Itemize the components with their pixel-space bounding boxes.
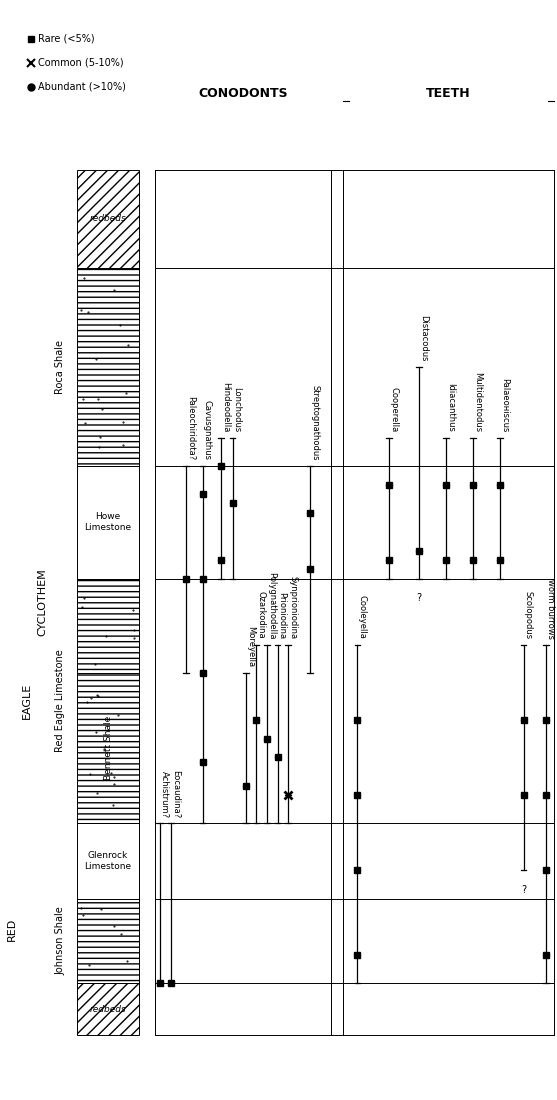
Text: worm burrows: worm burrows: [546, 579, 555, 639]
Text: Paleochiridota?: Paleochiridota?: [185, 396, 195, 461]
Text: Rare (<5%): Rare (<5%): [38, 33, 95, 44]
Bar: [77, 466, 139, 579]
Text: Roca Shale: Roca Shale: [55, 340, 65, 394]
Text: Streptognathodus: Streptognathodus: [310, 385, 319, 461]
Text: Ozarkodina: Ozarkodina: [256, 592, 265, 639]
Text: Polygnathodella: Polygnathodella: [267, 572, 276, 639]
Bar: [77, 268, 139, 466]
Text: Hindeodella: Hindeodella: [221, 382, 230, 432]
Text: Prioniodina: Prioniodina: [277, 592, 286, 639]
Text: Johnson Shale: Johnson Shale: [55, 906, 65, 976]
Text: Howe
Limestone: Howe Limestone: [85, 513, 131, 532]
Bar: [77, 169, 139, 268]
Bar: [77, 983, 139, 1035]
Text: Distacodus: Distacodus: [419, 315, 428, 362]
Text: RED: RED: [7, 917, 17, 940]
Text: CONODONTS: CONODONTS: [198, 87, 288, 100]
Text: ?: ?: [521, 884, 526, 894]
Bar: [77, 899, 139, 983]
Text: redbeds: redbeds: [90, 1004, 126, 1013]
Text: Idiacanthus: Idiacanthus: [446, 383, 455, 432]
Text: Palaeонiscus: Palaeонiscus: [500, 377, 509, 432]
Text: ?: ?: [416, 593, 421, 603]
Text: Cooperella: Cooperella: [389, 387, 398, 432]
Text: EAGLE: EAGLE: [22, 683, 32, 719]
Text: Eocaudina?: Eocaudina?: [171, 770, 180, 817]
Text: Multidentodus: Multidentodus: [473, 372, 482, 432]
Text: TEETH: TEETH: [426, 87, 471, 100]
Bar: [77, 579, 139, 823]
Text: Synprioniodina: Synprioniodina: [288, 576, 297, 639]
Text: Cavusgnathus: Cavusgnathus: [203, 400, 212, 461]
Text: Red Eagle Limestone: Red Eagle Limestone: [55, 650, 65, 752]
Text: Glenrock
Limestone: Glenrock Limestone: [85, 850, 131, 871]
Text: Abundant (>10%): Abundant (>10%): [38, 81, 126, 92]
Text: Scolopodus: Scolopodus: [524, 591, 532, 639]
Text: Moreyella: Moreyella: [246, 626, 255, 668]
Text: Achistrum?: Achistrum?: [160, 771, 169, 817]
Bar: [77, 823, 139, 899]
Text: CYCLOTHEM: CYCLOTHEM: [37, 569, 47, 636]
Text: redbeds: redbeds: [90, 214, 126, 223]
Text: Lonchodus: Lonchodus: [232, 387, 242, 432]
Text: Cooleyella: Cooleyella: [358, 595, 367, 639]
Text: Common (5-10%): Common (5-10%): [38, 57, 124, 68]
Text: Bennett Shale: Bennett Shale: [104, 716, 113, 780]
